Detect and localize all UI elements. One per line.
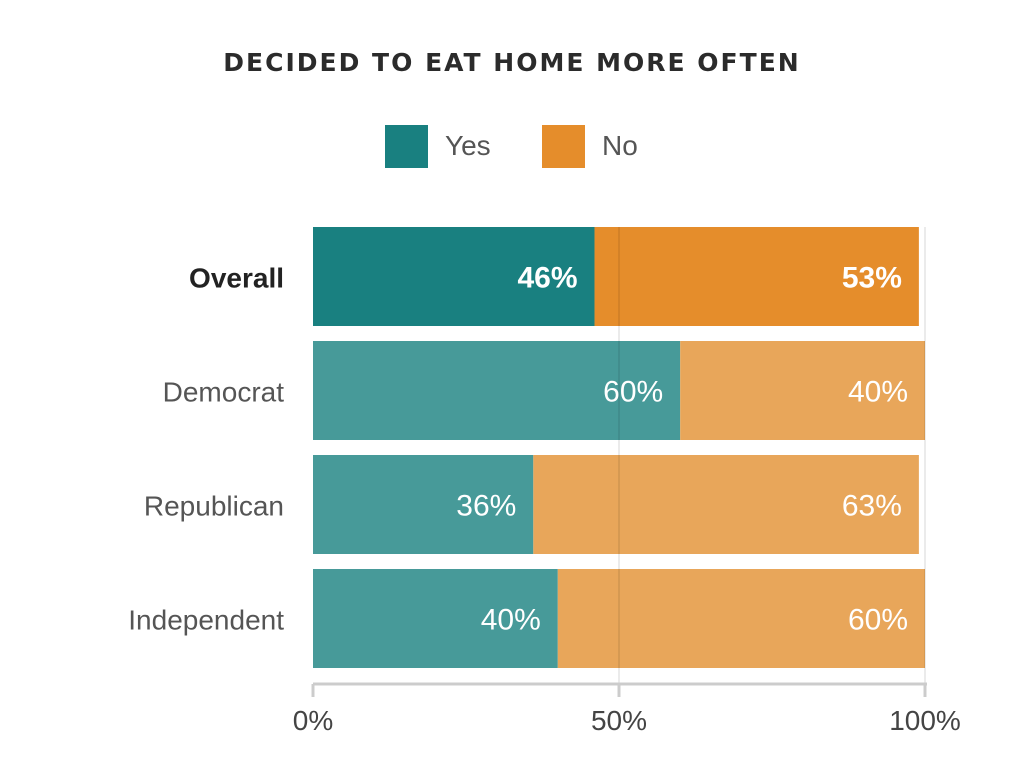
- data-label-yes-overall: 46%: [517, 262, 577, 295]
- data-label-yes-republican: 36%: [456, 490, 516, 523]
- legend-label-no: No: [602, 130, 638, 161]
- legend-item-no: No: [542, 124, 638, 168]
- bar-yes-democrat: [313, 341, 681, 440]
- bar-no-overall: [594, 227, 919, 326]
- data-label-no-overall: 53%: [842, 262, 902, 295]
- data-label-yes-independent: 40%: [481, 604, 541, 637]
- x-tick-label-0: 0%: [293, 705, 333, 736]
- legend-swatch-no: [542, 124, 585, 168]
- data-label-no-independent: 60%: [848, 604, 908, 637]
- legend-item-yes: Yes: [385, 124, 491, 168]
- category-label-independent: Independent: [128, 605, 284, 636]
- x-tick-label-50: 50%: [591, 705, 647, 736]
- chart-title: DECIDED TO EAT HOME MORE OFTEN: [223, 48, 801, 77]
- legend-label-yes: Yes: [445, 130, 491, 161]
- category-label-republican: Republican: [144, 491, 284, 522]
- legend-swatch-yes: [385, 124, 428, 168]
- bar-no-democrat: [680, 341, 925, 440]
- category-label-overall: Overall: [189, 263, 284, 294]
- bar-yes-republican: [313, 455, 534, 554]
- data-label-no-democrat: 40%: [848, 376, 908, 409]
- bar-yes-independent: [313, 569, 558, 668]
- bar-no-independent: [557, 569, 925, 668]
- category-label-democrat: Democrat: [163, 377, 285, 408]
- bar-no-republican: [533, 455, 919, 554]
- data-label-no-republican: 63%: [842, 490, 902, 523]
- x-tick-label-100: 100%: [889, 705, 961, 736]
- legend: Yes No: [0, 124, 1024, 168]
- bar-yes-overall: [313, 227, 595, 326]
- data-label-yes-democrat: 60%: [603, 376, 663, 409]
